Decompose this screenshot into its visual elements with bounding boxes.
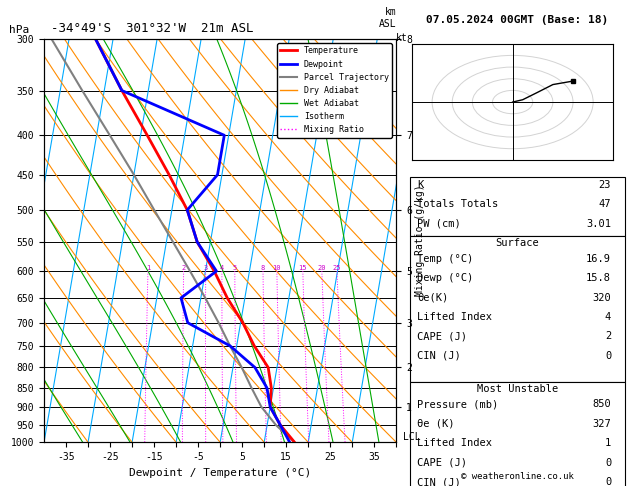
Text: Most Unstable: Most Unstable: [477, 384, 558, 394]
Legend: Temperature, Dewpoint, Parcel Trajectory, Dry Adiabat, Wet Adiabat, Isotherm, Mi: Temperature, Dewpoint, Parcel Trajectory…: [277, 43, 392, 138]
Text: 1: 1: [146, 265, 150, 271]
Text: -34°49'S  301°32'W  21m ASL: -34°49'S 301°32'W 21m ASL: [51, 22, 253, 35]
Bar: [410, 382, 625, 486]
Text: 1: 1: [605, 438, 611, 449]
Text: 4: 4: [605, 312, 611, 322]
Text: 47: 47: [599, 199, 611, 209]
Text: 2: 2: [605, 331, 611, 342]
Text: km
ASL: km ASL: [379, 7, 396, 29]
X-axis label: Dewpoint / Temperature (°C): Dewpoint / Temperature (°C): [129, 468, 311, 478]
Text: kt: kt: [396, 34, 408, 43]
Text: θe (K): θe (K): [417, 419, 454, 429]
Text: 2: 2: [182, 265, 186, 271]
Text: 0: 0: [605, 351, 611, 361]
Text: © weatheronline.co.uk: © weatheronline.co.uk: [461, 472, 574, 481]
Text: 320: 320: [593, 293, 611, 303]
Text: hPa: hPa: [9, 25, 29, 35]
Text: CAPE (J): CAPE (J): [417, 331, 467, 342]
Y-axis label: Mixing Ratio (g/kg): Mixing Ratio (g/kg): [415, 185, 425, 296]
Text: K: K: [417, 180, 423, 190]
Text: 3.01: 3.01: [586, 219, 611, 229]
Text: 25: 25: [333, 265, 341, 271]
Text: θe(K): θe(K): [417, 293, 448, 303]
Text: 15: 15: [299, 265, 307, 271]
Text: Temp (°C): Temp (°C): [417, 254, 473, 264]
Text: 10: 10: [272, 265, 281, 271]
Bar: [410, 236, 625, 382]
Text: Pressure (mb): Pressure (mb): [417, 399, 498, 410]
Text: Dewp (°C): Dewp (°C): [417, 273, 473, 283]
Text: 4: 4: [220, 265, 224, 271]
Text: 20: 20: [318, 265, 326, 271]
Text: 3: 3: [204, 265, 208, 271]
Text: CIN (J): CIN (J): [417, 477, 460, 486]
Text: 16.9: 16.9: [586, 254, 611, 264]
Text: Lifted Index: Lifted Index: [417, 438, 492, 449]
Text: Totals Totals: Totals Totals: [417, 199, 498, 209]
Text: CAPE (J): CAPE (J): [417, 458, 467, 468]
Text: 327: 327: [593, 419, 611, 429]
Text: 15.8: 15.8: [586, 273, 611, 283]
Text: 5: 5: [233, 265, 237, 271]
Text: PW (cm): PW (cm): [417, 219, 460, 229]
Text: 23: 23: [599, 180, 611, 190]
Text: 07.05.2024 00GMT (Base: 18): 07.05.2024 00GMT (Base: 18): [426, 15, 608, 25]
Text: CIN (J): CIN (J): [417, 351, 460, 361]
Text: LCL: LCL: [403, 432, 421, 442]
Text: Surface: Surface: [496, 238, 539, 248]
Text: 850: 850: [593, 399, 611, 410]
Text: Lifted Index: Lifted Index: [417, 312, 492, 322]
Text: 8: 8: [261, 265, 265, 271]
Text: 0: 0: [605, 477, 611, 486]
Bar: [410, 177, 625, 236]
Text: 0: 0: [605, 458, 611, 468]
